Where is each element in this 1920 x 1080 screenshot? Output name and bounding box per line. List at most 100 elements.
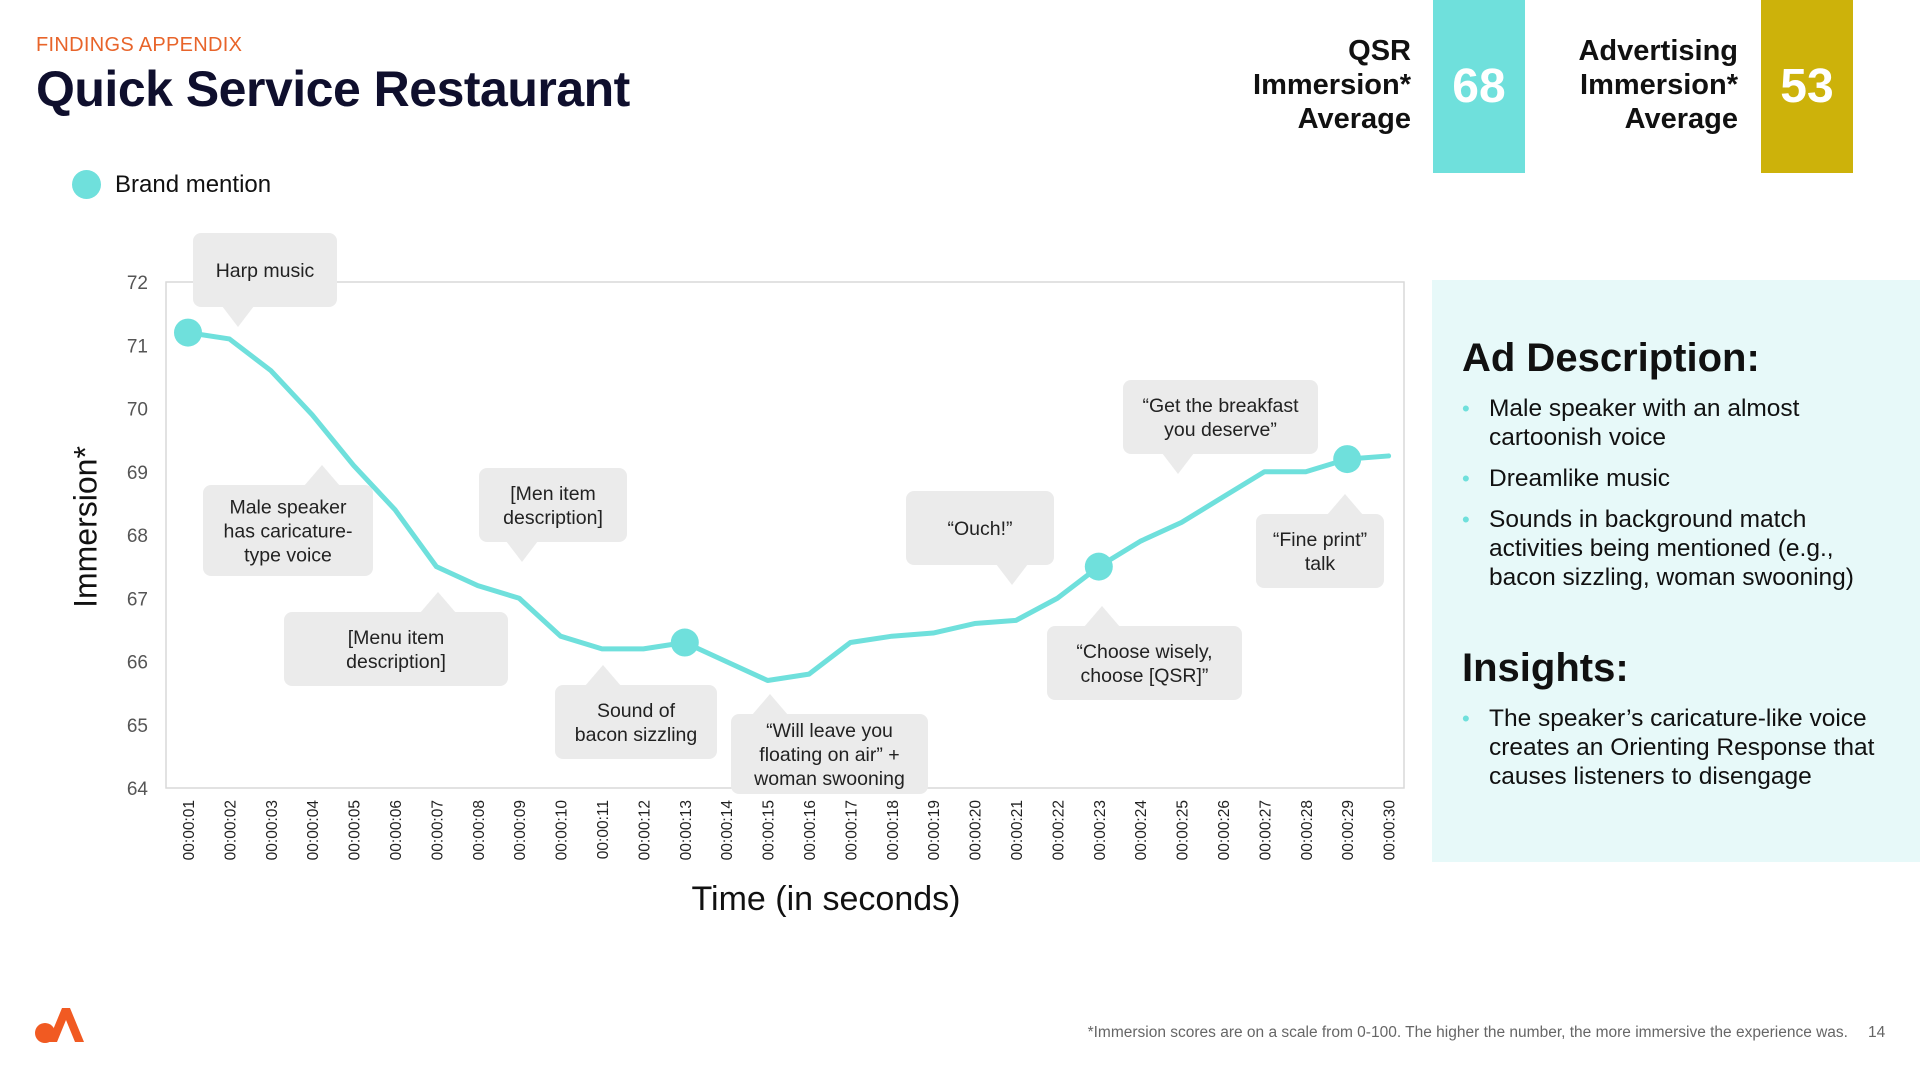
qsr-kpi-value: 68	[1433, 0, 1525, 173]
x-tick-label: 00:00:09	[512, 800, 529, 860]
x-tick-label: 00:00:15	[761, 800, 778, 860]
advertising-kpi-line3: Average	[1624, 103, 1738, 135]
insights-heading: Insights:	[1462, 646, 1629, 690]
brand-mention-marker	[1084, 552, 1113, 581]
x-tick-label: 00:00:21	[1009, 800, 1026, 860]
brand-mention-marker	[1333, 445, 1362, 474]
y-tick-label: 67	[127, 589, 148, 610]
x-tick-label: 00:00:11	[595, 800, 612, 859]
y-tick-label: 69	[127, 463, 148, 484]
immersion-series-line	[185, 330, 1392, 683]
x-tick-label: 00:00:28	[1299, 800, 1316, 860]
footnote: *Immersion scores are on a scale from 0-…	[1087, 1024, 1848, 1041]
x-tick-label: 00:00:07	[429, 800, 446, 860]
x-tick-label: 00:00:06	[388, 800, 405, 860]
y-tick-label: 71	[127, 336, 148, 357]
description-item: Dreamlike music	[1462, 464, 1892, 493]
immersion-line-chart: 64 65 66 67 68 69 70 71 72 00:00:01 00:00:02 00:00:…	[127, 233, 1405, 861]
x-tick-label: 00:00:17	[843, 800, 860, 860]
annotation-callout	[555, 685, 717, 759]
x-tick-label: 00:00:19	[926, 800, 943, 860]
annotation-pointer	[752, 694, 788, 715]
x-tick-label: 00:00:18	[885, 800, 902, 860]
y-tick-label: 64	[127, 779, 149, 800]
qsr-kpi-line1: QSR	[1348, 35, 1411, 67]
brand-mention-marker	[174, 318, 202, 347]
annotation-callout	[1256, 514, 1384, 588]
x-tick-label: 00:00:30	[1382, 800, 1399, 861]
annotation-text: “Will leave you floating on air” + woman s…	[753, 720, 905, 790]
annotation-text: Male speaker has caricature-type voice	[224, 497, 353, 567]
y-tick-label: 70	[127, 400, 148, 421]
annotation-pointer	[996, 564, 1028, 585]
annotation-text: Harp music	[216, 260, 315, 282]
x-tick-label: 00:00:14	[719, 800, 736, 861]
insights-list: The speaker’s caricature-like voice crea…	[1462, 704, 1892, 803]
annotation-text: “Fine print” talk	[1273, 529, 1367, 575]
y-tick-label: 65	[127, 716, 148, 737]
annotation-pointer	[420, 592, 456, 613]
x-tick-label: 00:00:22	[1050, 800, 1067, 860]
x-tick-label: 00:00:24	[1133, 800, 1150, 861]
x-tick-label: 00:00:05	[347, 800, 364, 860]
annotation-pointer	[585, 665, 621, 686]
y-tick-label: 68	[127, 526, 148, 547]
ad-description-panel: Ad Description: Male speaker with an alm…	[1432, 280, 1920, 862]
annotation-pointer	[1084, 606, 1120, 627]
x-tick-label: 00:00:16	[802, 800, 819, 860]
x-tick-label: 00:00:26	[1216, 800, 1233, 860]
y-tick-label: 72	[127, 273, 148, 294]
x-tick-label: 00:00:04	[305, 800, 322, 861]
x-tick-label: 00:00:02	[222, 800, 239, 860]
annotation-text: “Ouch!”	[947, 518, 1012, 540]
ad-description-heading: Ad Description:	[1462, 336, 1760, 380]
x-tick-label: 00:00:23	[1092, 800, 1109, 860]
annotation-callout	[731, 714, 928, 794]
annotation-callout	[479, 468, 627, 542]
advertising-kpi-line1: Advertising	[1578, 35, 1738, 67]
brand-mention-legend-label: Brand mention	[115, 170, 272, 198]
x-tick-label: 00:00:29	[1340, 800, 1357, 860]
eyebrow-label: FINDINGS APPENDIX	[36, 34, 243, 56]
brand-mention-marker	[670, 628, 699, 657]
x-tick-label: 00:00:20	[968, 800, 985, 861]
page-number: 14	[1868, 1024, 1886, 1041]
qsr-kpi-line2: Immersion*	[1253, 69, 1411, 101]
page-title: Quick Service Restaurant	[36, 61, 630, 117]
annotation-text: Sound of bacon sizzling	[575, 700, 697, 746]
annotation-text: “Get the breakfast you deserve”	[1142, 395, 1299, 441]
x-tick-label: 00:00:27	[1257, 800, 1274, 860]
description-item: Male speaker with an almost cartoonish v…	[1462, 394, 1892, 452]
x-tick-label: 00:00:12	[636, 800, 653, 860]
annotation-callout	[284, 612, 508, 686]
annotation-callout	[193, 233, 337, 307]
brand-mention-legend-marker	[72, 170, 101, 199]
ad-description-list: Male speaker with an almost cartoonish v…	[1462, 394, 1892, 604]
annotation-text: [Menu item description]	[346, 627, 446, 673]
x-tick-label: 00:00:10	[554, 800, 571, 861]
annotation-pointer	[506, 541, 538, 562]
x-axis-title: Time (in seconds)	[691, 880, 961, 918]
annotation-pointer	[1162, 453, 1194, 474]
annotation-pointer	[304, 465, 340, 486]
qsr-kpi-label: QSR Immersion* Average	[1191, 34, 1411, 136]
annotation-text: [Men item description]	[503, 483, 603, 529]
x-tick-label: 00:00:01	[181, 800, 198, 860]
x-tick-label: 00:00:25	[1175, 800, 1192, 860]
annotation-callout	[1123, 380, 1318, 454]
chart-legend: Brand mention	[72, 170, 271, 199]
annotation-callout	[1047, 626, 1242, 700]
annotation-pointer	[1327, 494, 1363, 515]
annotation-pointer	[222, 306, 254, 327]
advertising-kpi-label: Advertising Immersion* Average	[1518, 34, 1738, 136]
x-tick-label: 00:00:03	[264, 800, 281, 860]
annotation-callout	[203, 485, 373, 576]
advertising-kpi-value: 53	[1761, 0, 1853, 173]
qsr-kpi-line3: Average	[1297, 103, 1411, 135]
annotation-callout	[906, 491, 1054, 565]
annotation-text: “Choose wisely, choose [QSR]”	[1076, 641, 1212, 687]
x-tick-label: 00:00:13	[678, 800, 695, 860]
advertising-kpi-line2: Immersion*	[1580, 69, 1738, 101]
brand-logo-icon	[35, 1008, 84, 1043]
insight-item: The speaker’s caricature-like voice crea…	[1462, 704, 1892, 791]
